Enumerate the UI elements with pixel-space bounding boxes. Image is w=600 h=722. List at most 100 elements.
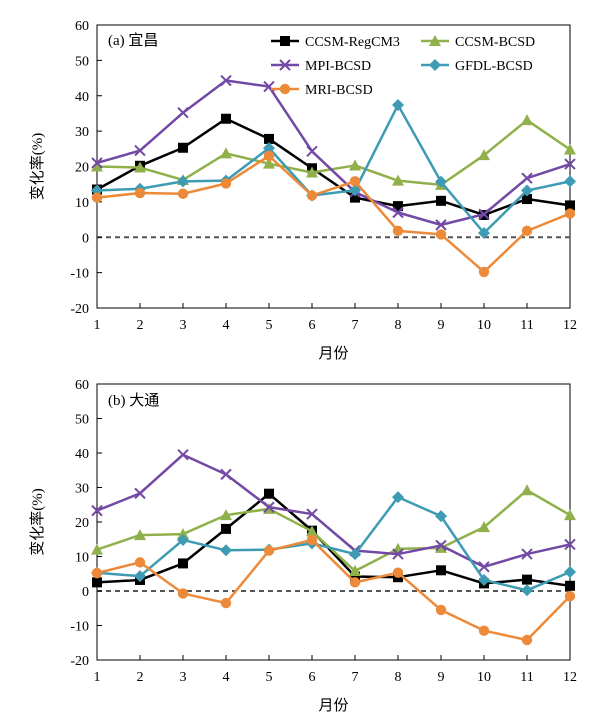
y-tick-label: 0: [82, 231, 89, 246]
y-tick-label: 10: [75, 551, 89, 566]
data-point: [349, 176, 361, 187]
x-tick-label: 4: [223, 670, 230, 685]
data-point: [134, 487, 146, 500]
data-point: [178, 558, 188, 569]
data-point: [521, 548, 533, 560]
data-point: [392, 225, 404, 237]
data-point: [436, 565, 446, 576]
data-point: [177, 175, 189, 188]
legend-label: CCSM-RegCM3: [305, 35, 400, 50]
series-mri-bcsd: [91, 534, 576, 646]
x-tick-label: 9: [438, 670, 445, 685]
data-point: [263, 142, 275, 155]
x-tick-label: 3: [180, 670, 187, 685]
data-point: [177, 528, 189, 540]
legend-label: GFDL-BCSD: [455, 59, 533, 74]
data-point: [220, 178, 232, 189]
data-point: [91, 543, 103, 555]
legend-entry: CCSM-BCSD: [421, 35, 535, 50]
data-point: [134, 161, 146, 173]
y-tick-label: -20: [70, 302, 89, 317]
data-point: [134, 557, 146, 568]
y-tick-label: 60: [75, 378, 89, 393]
data-point: [478, 149, 490, 161]
data-point: [393, 201, 403, 212]
data-point: [564, 566, 576, 579]
data-point: [564, 208, 576, 219]
data-point: [478, 227, 490, 240]
x-tick-label: 10: [477, 318, 491, 333]
series-line: [96, 103, 571, 235]
data-point: [264, 133, 274, 144]
data-point: [178, 142, 188, 153]
data-point: [263, 157, 275, 169]
x-tick-label: 12: [563, 670, 577, 685]
data-point: [521, 172, 533, 184]
y-tick-label: 40: [75, 90, 89, 105]
data-point: [264, 488, 274, 499]
x-tick-label: 8: [395, 670, 402, 685]
data-point: [306, 166, 318, 178]
data-point: [306, 508, 318, 520]
series-line: [96, 492, 571, 588]
data-point: [306, 525, 318, 537]
data-point: [221, 113, 231, 124]
x-tick-label: 9: [438, 318, 445, 333]
x-tick-label: 6: [309, 670, 316, 685]
data-point: [177, 588, 189, 599]
data-point: [478, 573, 490, 586]
y-axis-title: 变化率(%): [29, 133, 46, 201]
x-tick-label: 11: [520, 670, 533, 685]
data-point: [435, 539, 447, 552]
x-tick-label: 2: [137, 670, 144, 685]
series-mpi-bcsd: [91, 74, 576, 231]
x-axis-title: 月份: [318, 345, 348, 362]
data-point: [564, 158, 576, 170]
data-point: [478, 266, 490, 278]
data-point: [435, 175, 447, 188]
data-point: [522, 574, 532, 585]
data-point: [306, 145, 318, 157]
data-point: [435, 541, 447, 553]
data-point: [478, 208, 490, 220]
data-point: [392, 567, 404, 578]
legend-entry: CCSM-RegCM3: [271, 35, 400, 50]
legend-swatch-marker: [429, 59, 441, 71]
y-tick-label: 60: [75, 19, 89, 34]
data-point: [436, 195, 446, 206]
data-point: [92, 577, 102, 588]
y-tick-label: -10: [70, 620, 89, 635]
data-point: [478, 521, 490, 533]
data-point: [220, 147, 232, 159]
series-ccsm-bcsd: [91, 114, 576, 190]
data-point: [564, 538, 576, 551]
legend-swatch-marker: [279, 83, 291, 95]
y-tick-label: 30: [75, 482, 89, 497]
data-point: [478, 561, 490, 573]
legend-swatch-marker: [429, 35, 441, 46]
data-point: [478, 625, 490, 636]
data-point: [91, 567, 103, 579]
data-point: [220, 509, 232, 521]
y-tick-label: 0: [82, 585, 89, 600]
data-point: [392, 491, 404, 504]
data-point: [91, 157, 103, 169]
data-point: [177, 449, 189, 461]
data-point: [306, 534, 318, 546]
data-point: [435, 604, 447, 616]
data-point: [349, 577, 361, 588]
data-point: [134, 529, 146, 541]
plot-area-frame: [96, 383, 571, 661]
data-point: [177, 188, 189, 199]
data-point: [350, 571, 360, 582]
data-point: [435, 510, 447, 523]
x-tick-label: 5: [266, 670, 273, 685]
data-point: [177, 533, 189, 546]
y-tick-label: 50: [75, 54, 89, 69]
data-point: [564, 509, 576, 521]
x-tick-label: 6: [309, 318, 316, 333]
series-line: [96, 79, 571, 227]
y-tick-label: 20: [75, 161, 89, 176]
legend-swatch-marker: [280, 36, 290, 46]
